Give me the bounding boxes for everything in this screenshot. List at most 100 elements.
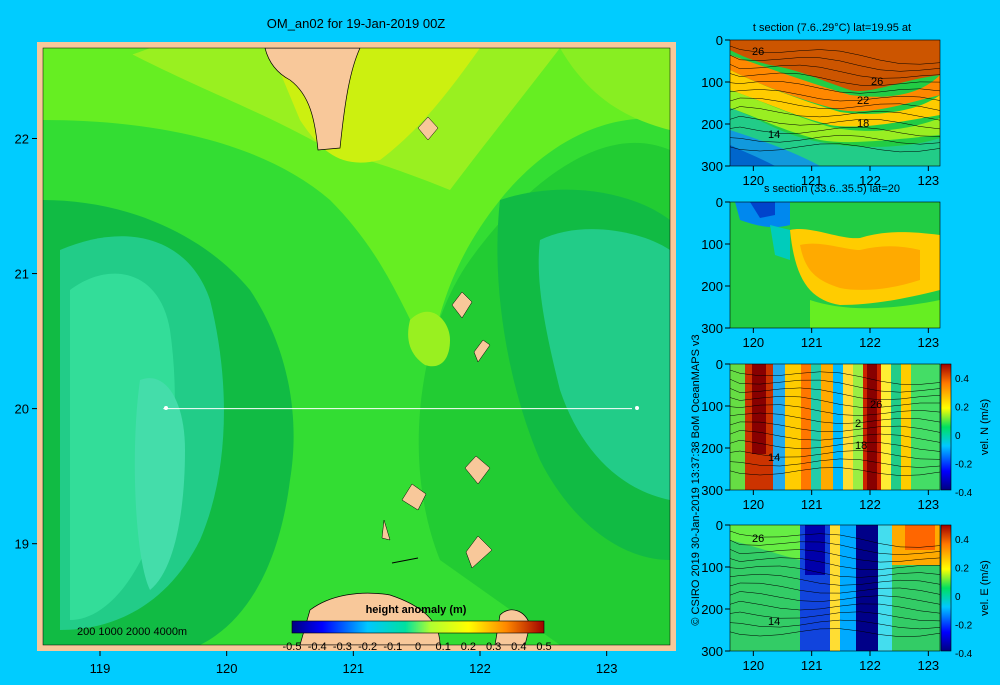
vel-e-panel <box>730 525 940 651</box>
isotherm-line <box>730 378 940 393</box>
vel-n-colorbar <box>940 363 952 491</box>
vel-tick-label: 0.4 <box>955 374 969 385</box>
isotherm-line <box>730 72 940 86</box>
colorbar-tick-label: -0.1 <box>383 641 402 653</box>
map-x-tick-label: 123 <box>596 661 618 676</box>
island-2 <box>451 291 473 319</box>
section-line <box>163 406 639 410</box>
depth-tick-label: 100 <box>701 237 723 252</box>
n-label-2: 2 <box>855 418 861 430</box>
height-colorbar: height anomaly (m) -0.5 -0.4 -0.3 -0.2 -0.1 0… <box>283 604 552 653</box>
t-label-4: 18 <box>857 118 869 130</box>
lon-tick-label: 121 <box>801 173 823 188</box>
colorbar-title: height anomaly (m) <box>366 604 467 616</box>
lon-tick-label: 122 <box>859 658 881 673</box>
t-section-title: t section (7.6..29°C) lat=19.95 at <box>753 22 911 34</box>
isotherm-line <box>730 421 940 433</box>
isotherm-line <box>730 530 940 548</box>
depth-tick-label: 100 <box>701 75 723 90</box>
e-label-2: 14 <box>768 616 780 628</box>
vel-n-label: vel. N (m/s) <box>979 399 991 455</box>
colorbar-tick-label: 0.5 <box>536 641 551 653</box>
vel-tick-label: -0.2 <box>955 621 973 632</box>
lon-tick-label: 123 <box>917 173 939 188</box>
e-label-1: 26 <box>752 533 764 545</box>
isotherm-line <box>730 439 940 452</box>
isotherm-line <box>730 591 940 605</box>
isotherm-line <box>730 369 940 385</box>
depth-tick-label: 0 <box>716 518 723 533</box>
isotherm-line <box>730 565 940 578</box>
isotherm-line <box>730 549 940 563</box>
isotherm-line <box>730 97 940 111</box>
isotherm-line <box>730 412 940 424</box>
isotherm-line <box>730 450 940 460</box>
vel-tick-label: 0 <box>955 431 961 442</box>
isotherm-line <box>730 81 940 94</box>
island-4 <box>464 455 491 485</box>
lon-tick-label: 121 <box>801 335 823 350</box>
vel-colorbar-ticks: 0.4 0.2 0 -0.2 -0.4 0.4 0.2 0 -0.2 -0.4 <box>955 374 973 660</box>
isotherm-line <box>730 54 940 72</box>
map-x-tick-label: 121 <box>342 661 364 676</box>
isotherm-line <box>730 628 940 637</box>
map-x-tick-label: 122 <box>469 661 491 676</box>
colorbar-tick-label: -0.4 <box>308 641 327 653</box>
isotherm-line <box>730 430 940 443</box>
colorbar-tick-label: -0.3 <box>333 641 352 653</box>
isotherm-line <box>730 611 940 622</box>
isotherm-line <box>730 600 940 614</box>
vel-tick-label: 0 <box>955 592 961 603</box>
t-section-panel <box>730 40 940 166</box>
isotherm-line <box>730 467 940 476</box>
lon-tick-label: 120 <box>742 335 764 350</box>
vel-e-label: vel. E (m/s) <box>979 560 991 616</box>
isotherm-line <box>730 115 940 130</box>
isotherm-line <box>730 404 940 416</box>
island-6 <box>381 519 391 541</box>
isotherm-line <box>730 45 940 65</box>
t-label-1: 26 <box>752 46 764 58</box>
colorbar-tick-label: 0.2 <box>461 641 476 653</box>
map-y-tick-label: 20 <box>15 402 29 417</box>
lon-tick-label: 120 <box>742 173 764 188</box>
isotherm-line <box>730 387 940 401</box>
vel-n-panel <box>730 364 940 490</box>
map-y-ticks: 19 20 21 22 <box>15 131 37 552</box>
depth-tick-label: 200 <box>701 602 723 617</box>
island-3 <box>473 339 491 363</box>
depth-tick-label: 100 <box>701 560 723 575</box>
colorbar-tick-label: 0.4 <box>511 641 526 653</box>
isotherm-line <box>730 619 940 630</box>
map-y-tick-label: 19 <box>15 537 29 552</box>
vel-tick-label: -0.4 <box>955 649 973 660</box>
colorbar-tick-label: 0.3 <box>486 641 501 653</box>
lon-tick-label: 120 <box>742 658 764 673</box>
s-section-title: s section (33.6..35.5) lat=20 <box>764 183 900 195</box>
island-1 <box>417 116 439 141</box>
vel-tick-label: 0.4 <box>955 535 969 546</box>
isotherm-line <box>730 89 940 102</box>
vel-tick-label: -0.4 <box>955 488 973 499</box>
depth-tick-label: 300 <box>701 483 723 498</box>
colorbar-tick-label: 0 <box>415 641 421 653</box>
lon-tick-label: 123 <box>917 658 939 673</box>
isotherm-line <box>730 557 940 570</box>
isotherm-line <box>730 396 940 408</box>
isotherm-line <box>730 106 940 121</box>
map-y-tick-label: 21 <box>15 267 29 282</box>
depth-legend: 200 1000 2000 4000m <box>77 626 187 638</box>
isotherm-line <box>730 573 940 586</box>
n-label-4: 14 <box>768 452 780 464</box>
isotherm-line <box>730 134 940 145</box>
height-anomaly-field <box>43 48 670 645</box>
n-label-3: 18 <box>855 440 867 452</box>
isotherm-line <box>730 126 940 137</box>
vel-tick-label: -0.2 <box>955 460 973 471</box>
vel-tick-label: 0.2 <box>955 564 969 575</box>
lon-tick-label: 121 <box>801 497 823 512</box>
colorbar-tick-label: -0.2 <box>358 641 377 653</box>
t-label-3: 22 <box>857 95 869 107</box>
